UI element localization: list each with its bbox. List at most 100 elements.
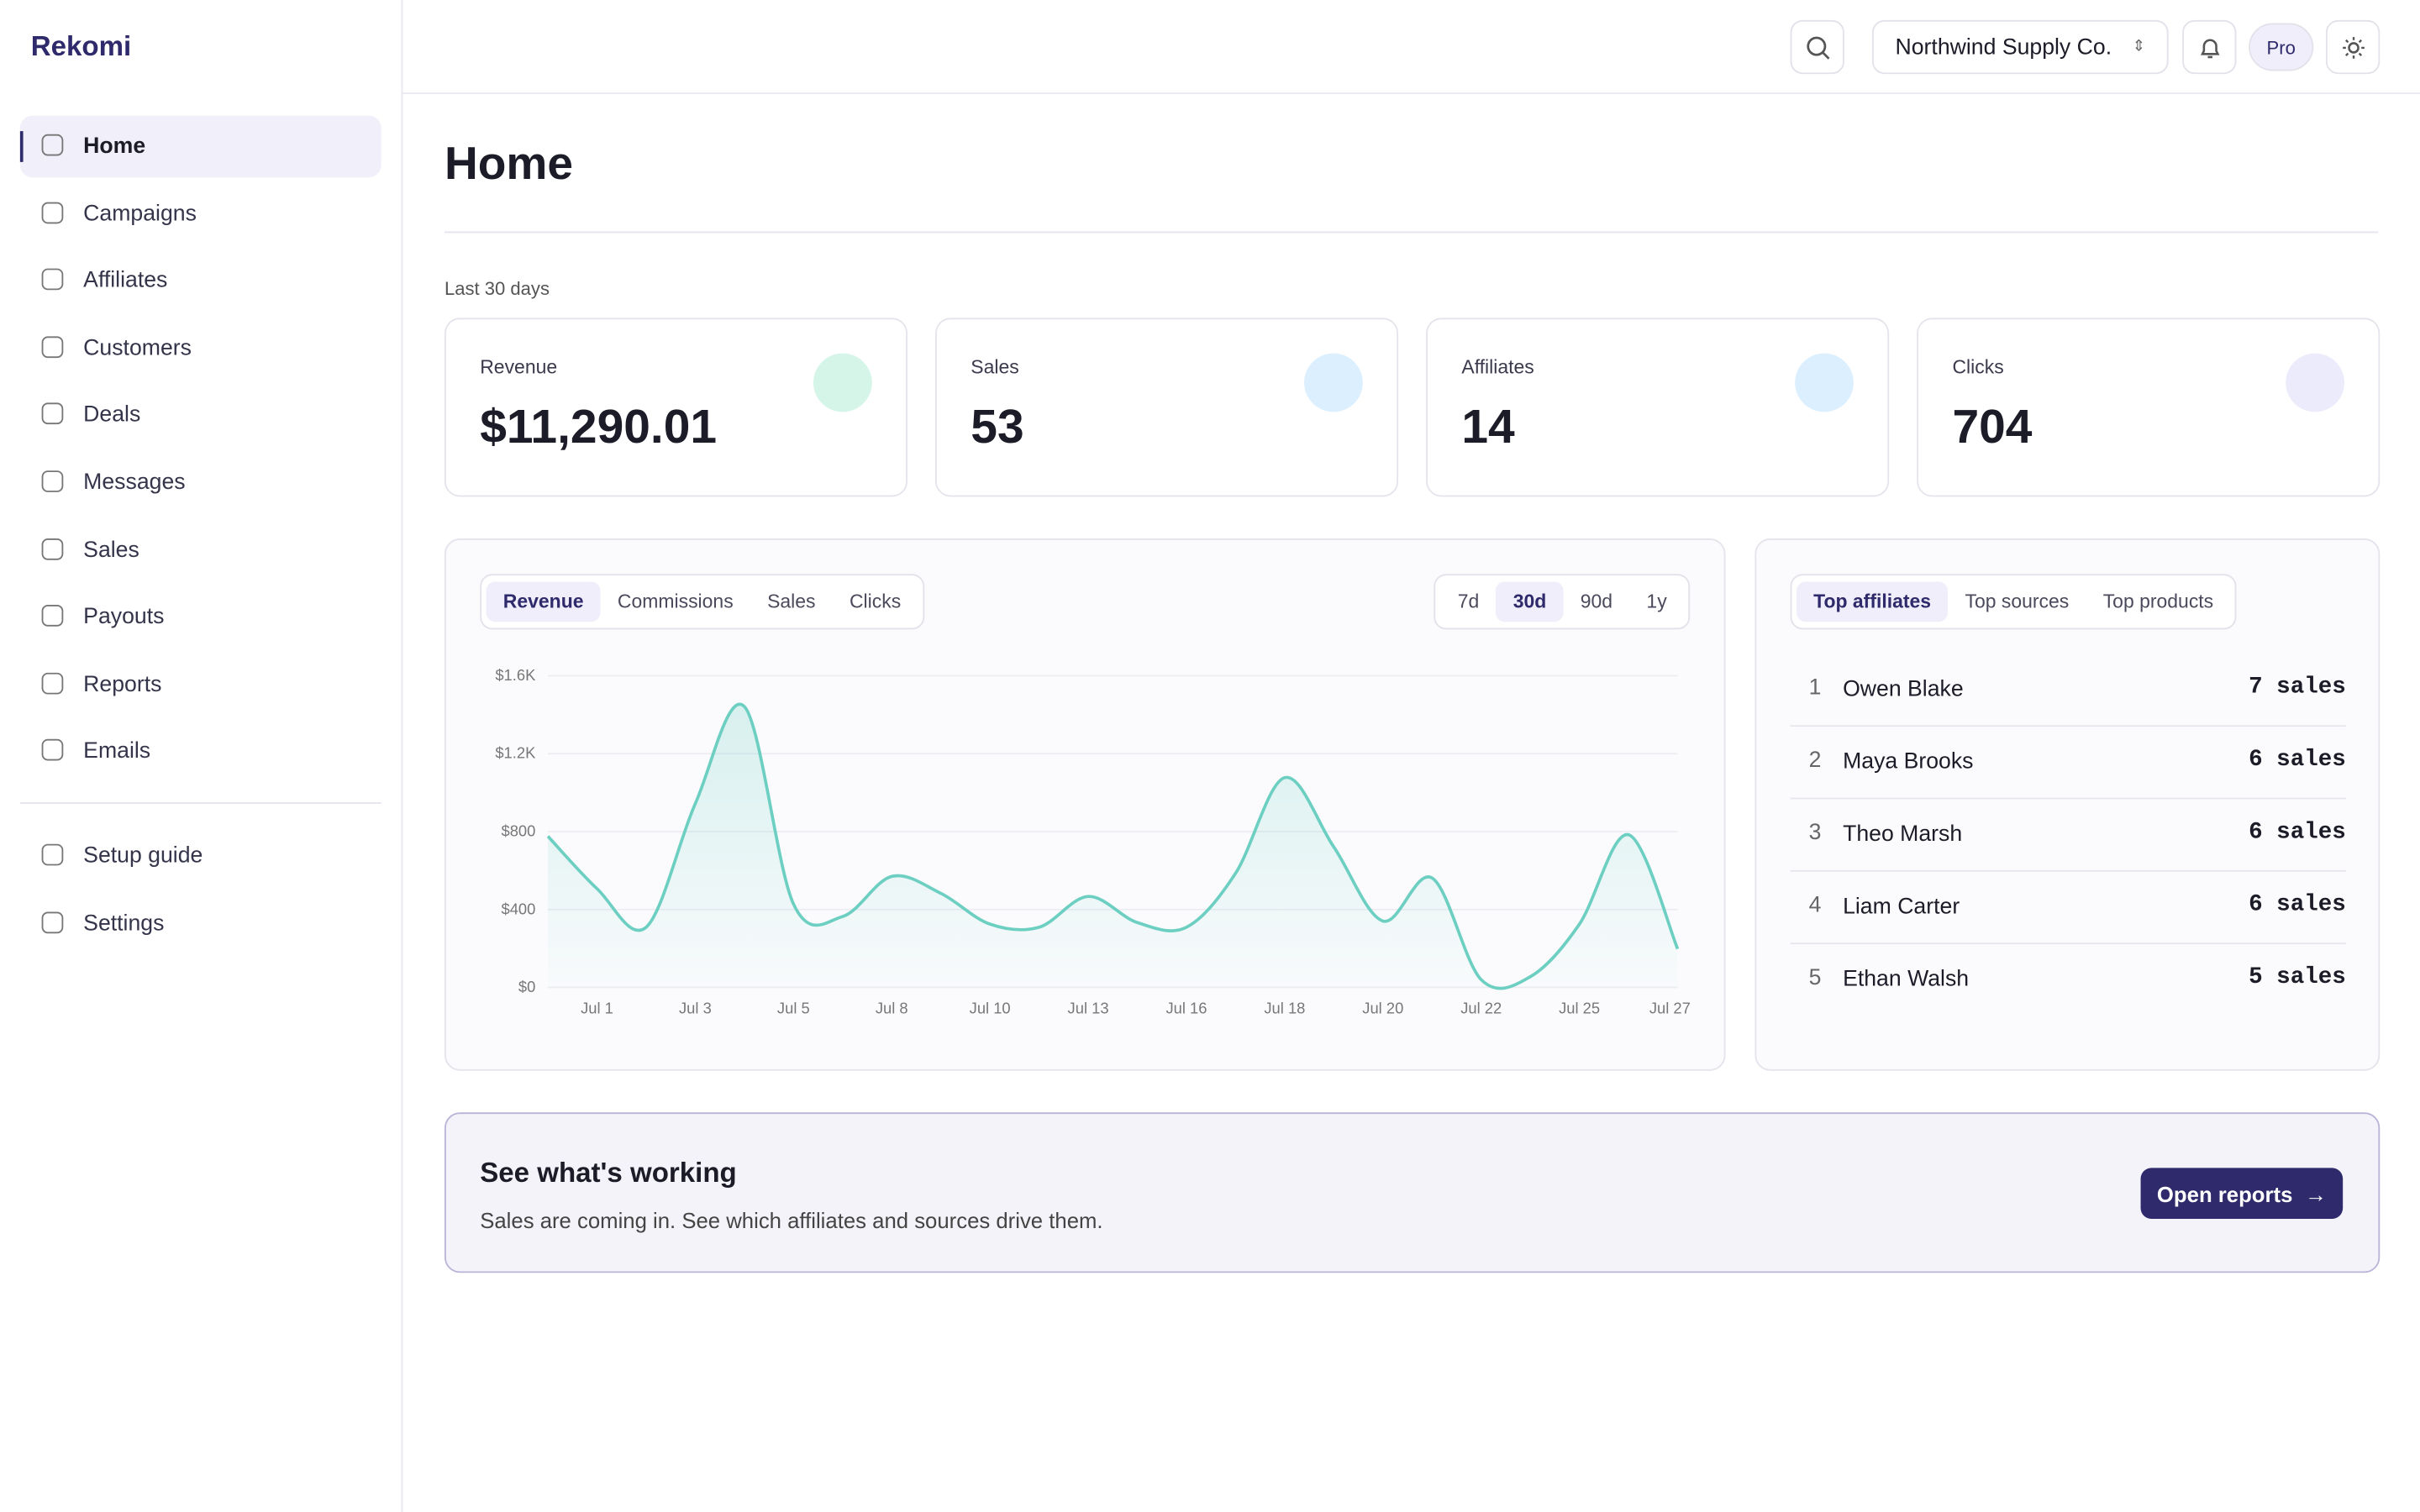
stat-icon [2286, 353, 2345, 412]
sidebar: Rekomi Home Campaigns Affiliates Customers D… [0, 0, 403, 1512]
nav-icon [41, 843, 64, 866]
nav-label: Customers [83, 336, 192, 361]
x-tick-label: Jul 5 [777, 1000, 810, 1017]
affiliate-name: Liam Carter [1843, 895, 1960, 920]
nav-item[interactable]: Campaigns [20, 183, 381, 244]
rank: 1 [1808, 675, 1822, 701]
stat-card: Affiliates 14 [1426, 318, 1890, 497]
nav-item[interactable]: Setup guide [20, 826, 381, 887]
nav-label: Payouts [83, 605, 165, 630]
nav-item[interactable]: Deals [20, 385, 381, 446]
leaderboard-row: 4 Liam Carter 6 sales [1790, 872, 2346, 945]
chart: $0 $400 $800 $1.2K $1.6K Jul 1 Jul 3 Jul 5 Jul 8… [495, 666, 1690, 1017]
x-tick-label: Jul 3 [679, 1000, 712, 1017]
nav-icon [41, 739, 64, 762]
leaderboard-tab[interactable]: Top affiliates [1796, 581, 1949, 622]
stat-label: Sales [971, 356, 1019, 379]
stat-label: Affiliates [1461, 356, 1534, 379]
nav-icon [41, 605, 64, 627]
nav-item[interactable]: Settings [20, 893, 381, 954]
rank: 2 [1808, 748, 1822, 774]
leaderboard-row: 3 Theo Marsh 6 sales [1790, 799, 2346, 872]
nav-icon [41, 134, 64, 156]
open-reports-button[interactable]: Open reports → [2140, 1168, 2344, 1220]
affiliate-name: Ethan Walsh [1843, 967, 1970, 993]
nav-icon [41, 336, 64, 358]
chart-tab[interactable]: Commissions [617, 591, 734, 613]
x-tick-label: Jul 18 [1264, 1000, 1305, 1017]
x-tick-label: Jul 1 [581, 1000, 613, 1017]
nav-icon [41, 403, 64, 425]
stat-card: Sales 53 [935, 318, 1399, 497]
nav-item[interactable]: Emails [20, 721, 381, 782]
stat-card: Revenue $11,290.01 [444, 318, 908, 497]
chart-tab[interactable]: Sales [767, 591, 816, 613]
x-tick-label: Jul 10 [970, 1000, 1011, 1017]
workspace-select[interactable]: Northwind Supply Co. ⇕ [1871, 19, 2169, 75]
stat-label: Clicks [1952, 356, 2004, 379]
nav-item[interactable]: Reports [20, 654, 381, 715]
x-tick-label: Jul 25 [1559, 1000, 1600, 1017]
divider [19, 802, 381, 804]
range-tab[interactable]: 90d [1580, 591, 1613, 613]
affiliate-name: Theo Marsh [1843, 822, 1963, 848]
y-tick-label: $0 [518, 978, 535, 995]
leaderboard-tab[interactable]: Top products [2102, 591, 2214, 613]
stat-value: 53 [971, 399, 1024, 454]
sales-count: 7 sales [2249, 674, 2346, 701]
x-tick-label: Jul 20 [1362, 1000, 1403, 1017]
x-tick-label: Jul 16 [1165, 1000, 1207, 1017]
nav-icon [41, 201, 64, 223]
sales-count: 6 sales [2249, 746, 2346, 774]
nav-icon [41, 911, 64, 933]
nav-label: Campaigns [83, 201, 197, 227]
y-tick-label: $800 [502, 822, 536, 840]
nav-label: Settings [83, 911, 165, 937]
theme-button[interactable] [2325, 19, 2381, 75]
stat-label: Revenue [480, 356, 558, 379]
button-label: Open reports [2156, 1181, 2293, 1206]
affiliate-name: Maya Brooks [1843, 749, 1974, 775]
sales-count: 6 sales [2249, 819, 2346, 846]
range-tab[interactable]: 30d [1496, 581, 1564, 622]
nav-label: Affiliates [83, 268, 168, 294]
nav-icon [41, 470, 64, 492]
leaderboard-tabs: Top affiliates Top sources Top products [1790, 574, 2237, 630]
nav-label: Deals [83, 403, 141, 428]
page-title: Home [444, 139, 574, 190]
nav-label: Home [83, 134, 146, 160]
nav-item[interactable]: Customers [20, 318, 381, 379]
nav-icon [41, 268, 64, 291]
area [548, 704, 1678, 989]
chart-tabs: Revenue Commissions Sales Clicks [480, 574, 924, 630]
plan-badge[interactable]: Pro [2249, 23, 2314, 71]
search-button[interactable] [1790, 19, 1844, 75]
period-label: Last 30 days [444, 277, 550, 300]
y-tick-label: $1.2K [495, 744, 536, 762]
leaderboard-row: 1 Owen Blake 7 sales [1790, 654, 2346, 727]
nav-item[interactable]: Messages [20, 452, 381, 513]
chart-tab[interactable]: Clicks [849, 591, 902, 613]
nav-label: Reports [83, 672, 162, 697]
nav-item[interactable]: Affiliates [20, 250, 381, 312]
range-tab[interactable]: 7d [1457, 591, 1480, 613]
range-tabs: 7d 30d 90d 1y [1434, 574, 1691, 630]
leaderboard-tab[interactable]: Top sources [1965, 591, 2070, 613]
sales-count: 5 sales [2249, 963, 2346, 991]
chart-tab[interactable]: Revenue [486, 581, 601, 622]
workspace-name: Northwind Supply Co. [1895, 34, 2112, 60]
leaderboard-row: 2 Maya Brooks 6 sales [1790, 727, 2346, 800]
nav-item[interactable]: Home [19, 115, 381, 178]
leaderboard-row: 5 Ethan Walsh 5 sales [1791, 944, 2346, 1015]
stat-icon [1795, 353, 1854, 412]
notifications-button[interactable] [2182, 19, 2237, 75]
nav-item[interactable]: Payouts [20, 586, 381, 648]
y-tick-label: $400 [502, 900, 536, 917]
stat-icon [1304, 353, 1363, 412]
nav-label: Setup guide [83, 843, 203, 869]
nav-icon [41, 672, 64, 695]
nav-item[interactable]: Sales [20, 519, 381, 580]
range-tab[interactable]: 1y [1646, 591, 1667, 613]
